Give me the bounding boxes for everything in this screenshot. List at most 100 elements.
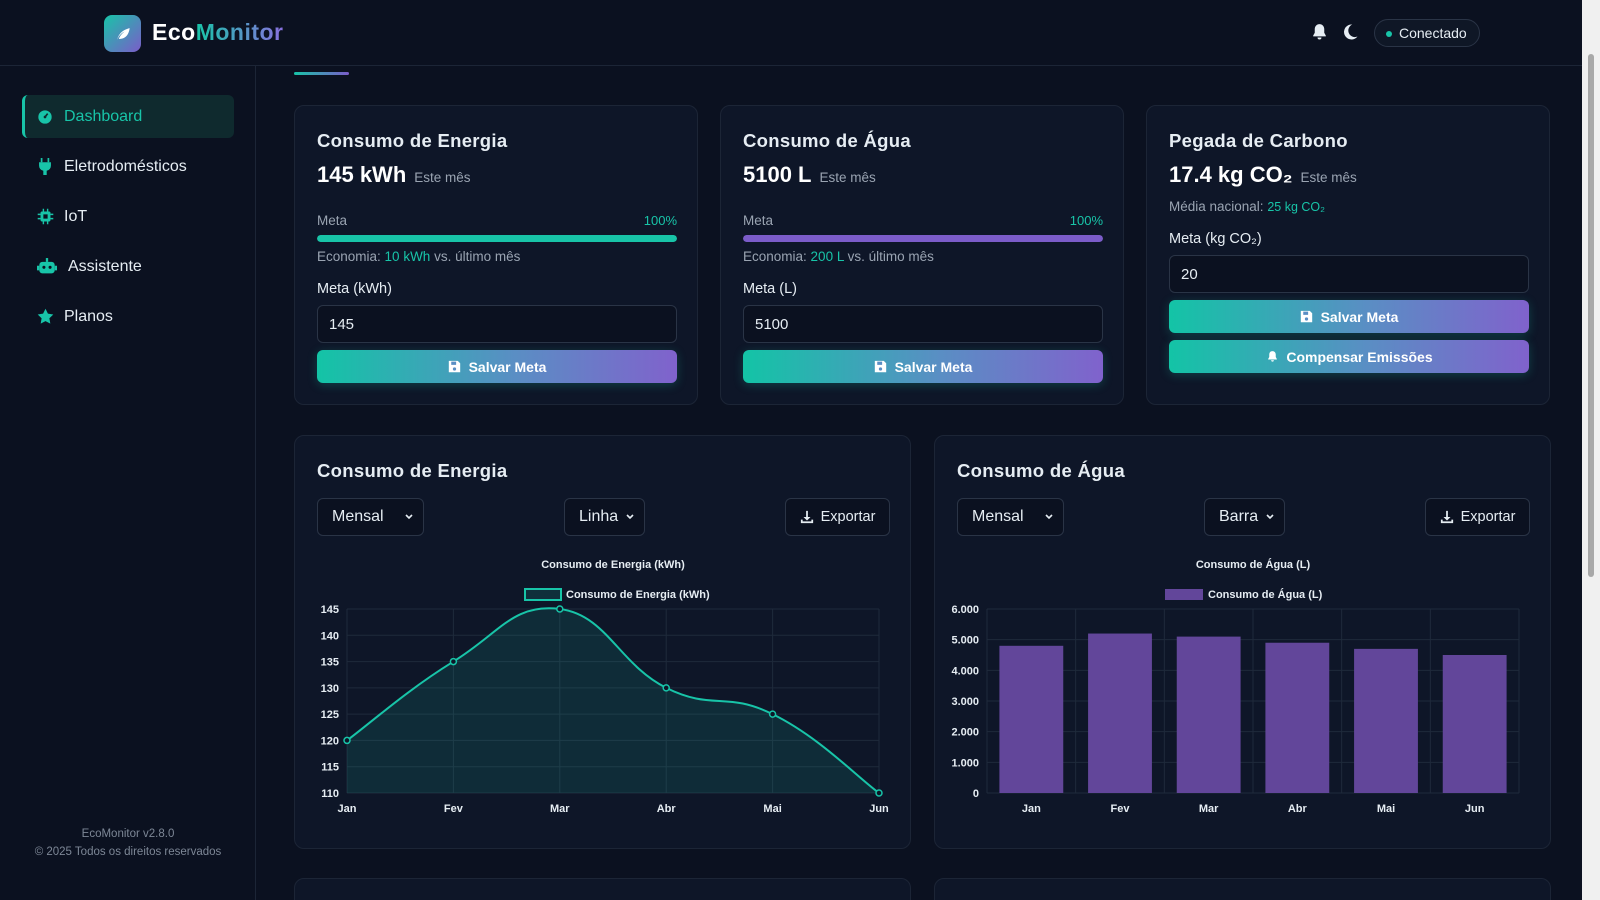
- save-label: Salvar Meta: [895, 359, 973, 375]
- energy-goal-input[interactable]: [317, 305, 677, 343]
- save-icon: [1300, 310, 1314, 324]
- moon-icon[interactable]: [1339, 21, 1361, 43]
- economy-value: 200 L: [811, 249, 844, 264]
- x-tick-label: Fev: [444, 803, 464, 815]
- x-tick-label: Jan: [1022, 803, 1041, 815]
- export-button[interactable]: Exportar: [785, 498, 890, 536]
- select-value: Mensal: [972, 508, 1024, 526]
- legend-label: Consumo de Energia (kWh): [566, 589, 710, 601]
- economy-suffix: vs. último mês: [844, 249, 934, 264]
- sidebar-item-label: IoT: [64, 208, 87, 226]
- data-point: [557, 606, 563, 612]
- chart-type-select[interactable]: Linha: [564, 498, 645, 536]
- energy-progress-fill: [317, 235, 677, 242]
- sidebar-item-dashboard[interactable]: Dashboard: [22, 95, 234, 138]
- sidebar-item-assistente[interactable]: Assistente: [22, 245, 234, 288]
- meta-percentage: 100%: [644, 213, 677, 228]
- tab-indicator: [294, 72, 349, 75]
- period-label: Este mês: [1301, 170, 1357, 185]
- bar: [1354, 649, 1418, 793]
- y-tick-label: 140: [321, 630, 339, 642]
- period-select[interactable]: Mensal: [957, 498, 1064, 536]
- y-tick-label: 2.000: [951, 727, 979, 739]
- energy-line-chart: Consumo de Energia (kWh) Consumo de Energ…: [295, 548, 912, 848]
- x-tick-label: Jun: [869, 803, 889, 815]
- bell-icon: [1265, 350, 1279, 364]
- period-label: Este mês: [820, 170, 876, 185]
- download-icon: [1440, 510, 1454, 524]
- save-label: Salvar Meta: [1321, 309, 1399, 325]
- y-tick-label: 4.000: [951, 665, 979, 677]
- meta-label: Meta: [317, 213, 347, 228]
- water-goal-input[interactable]: [743, 305, 1103, 343]
- bar: [1265, 643, 1329, 793]
- logo-text-monitor: Monitor: [196, 19, 284, 45]
- scrollbar-thumb[interactable]: [1588, 54, 1594, 577]
- legend-swatch: [1165, 589, 1203, 600]
- sidebar-item-planos[interactable]: Planos: [22, 295, 234, 338]
- water-value: 5100 L Este mês: [743, 162, 876, 188]
- plug-icon: [36, 158, 54, 176]
- period-select[interactable]: Mensal: [317, 498, 424, 536]
- energy-value-text: 145 kWh: [317, 162, 406, 187]
- app-logo-text[interactable]: EcoMonitor: [152, 19, 284, 46]
- x-tick-label: Jan: [338, 803, 357, 815]
- input-label: Meta (kg CO₂): [1169, 231, 1262, 247]
- sidebar-item-label: Assistente: [68, 258, 142, 276]
- economy-suffix: vs. último mês: [430, 249, 520, 264]
- y-tick-label: 6.000: [951, 604, 979, 616]
- bell-icon[interactable]: [1308, 21, 1330, 43]
- copyright-text: © 2025 Todos os direitos reservados: [0, 846, 256, 858]
- x-tick-label: Abr: [1288, 803, 1308, 815]
- economy-prefix: Economia:: [317, 249, 385, 264]
- bar: [1177, 637, 1241, 793]
- energy-summary-card: Consumo de Energia 145 kWh Este mês Meta 1…: [294, 105, 698, 405]
- data-point: [663, 685, 669, 691]
- chart-type-select[interactable]: Barra: [1204, 498, 1285, 536]
- chevron-down-icon: [404, 512, 414, 522]
- save-carbon-goal-button[interactable]: Salvar Meta: [1169, 300, 1529, 333]
- select-value: Mensal: [332, 508, 384, 526]
- bar: [1088, 634, 1152, 793]
- meta-percentage: 100%: [1070, 213, 1103, 228]
- y-tick-label: 1.000: [951, 757, 979, 769]
- sidebar-item-label: Dashboard: [64, 108, 142, 126]
- sidebar-item-iot[interactable]: IoT: [22, 195, 234, 238]
- carbon-summary-card: Pegada de Carbono 17.4 kg CO₂ Este mês Mé…: [1146, 105, 1550, 405]
- export-button[interactable]: Exportar: [1425, 498, 1530, 536]
- x-tick-label: Mar: [1199, 803, 1219, 815]
- y-tick-label: 110: [321, 788, 339, 800]
- energy-progress-bar: [317, 235, 677, 242]
- x-tick-label: Abr: [657, 803, 677, 815]
- carbon-goal-input[interactable]: [1169, 255, 1529, 293]
- energy-chart-panel: Consumo de Energia Mensal Linha Exportar…: [294, 435, 911, 849]
- meta-row: Meta 100%: [743, 213, 1103, 228]
- data-point: [450, 659, 456, 665]
- x-tick-label: Mar: [550, 803, 570, 815]
- robot-icon: [36, 258, 58, 276]
- water-progress-fill: [743, 235, 1103, 242]
- data-point: [876, 790, 882, 796]
- x-tick-label: Mai: [1377, 803, 1395, 815]
- offset-emissions-button[interactable]: Compensar Emissões: [1169, 340, 1529, 373]
- y-tick-label: 125: [321, 709, 339, 721]
- x-tick-label: Mai: [763, 803, 781, 815]
- logo-icon[interactable]: [104, 15, 141, 52]
- water-progress-bar: [743, 235, 1103, 242]
- y-tick-label: 130: [321, 683, 339, 695]
- next-panel-right: [934, 878, 1551, 900]
- y-tick-label: 3.000: [951, 696, 979, 708]
- save-energy-goal-button[interactable]: Salvar Meta: [317, 350, 677, 383]
- card-title: Consumo de Energia: [317, 130, 507, 152]
- energy-value: 145 kWh Este mês: [317, 162, 471, 188]
- offset-label: Compensar Emissões: [1286, 349, 1432, 365]
- carbon-value: 17.4 kg CO₂ Este mês: [1169, 162, 1357, 188]
- save-label: Salvar Meta: [469, 359, 547, 375]
- sidebar-item-eletrodomesticos[interactable]: Eletrodomésticos: [22, 145, 234, 188]
- data-point: [770, 711, 776, 717]
- economy-text: Economia: 10 kWh vs. último mês: [317, 249, 520, 264]
- save-water-goal-button[interactable]: Salvar Meta: [743, 350, 1103, 383]
- chip-icon: [36, 208, 54, 226]
- legend-label: Consumo de Água (L): [1208, 588, 1323, 601]
- chart-title: Consumo de Água (L): [1196, 558, 1311, 571]
